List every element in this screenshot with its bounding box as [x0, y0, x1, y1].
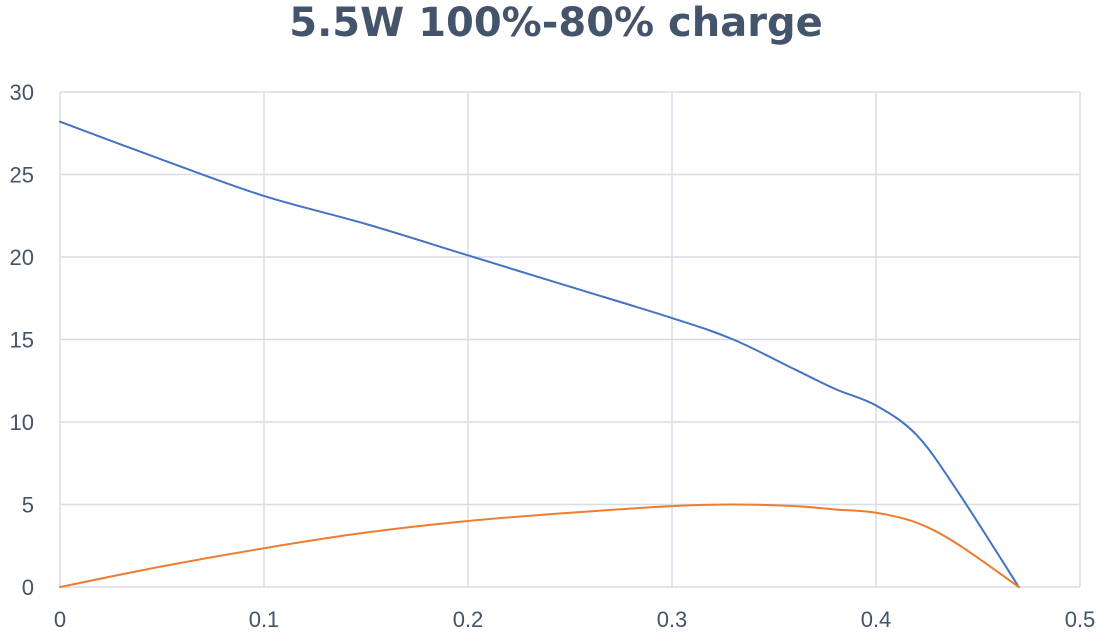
y-tick-label: 5 — [22, 493, 34, 518]
y-tick-label: 0 — [22, 575, 34, 600]
chart-title: 5.5W 100%-80% charge — [289, 0, 823, 46]
x-tick-label: 0.1 — [249, 607, 280, 632]
y-tick-label: 25 — [10, 163, 34, 188]
y-tick-label: 20 — [10, 245, 34, 270]
series — [59, 120, 1020, 588]
x-tick-label: 0.4 — [861, 607, 892, 632]
x-tick-label: 0.3 — [657, 607, 688, 632]
x-tick-label: 0.5 — [1065, 607, 1096, 632]
x-tick-label: 0 — [54, 607, 66, 632]
y-tick-label: 15 — [10, 328, 34, 353]
series-line-2 — [59, 503, 1020, 588]
y-tick-label: 30 — [10, 80, 34, 105]
y-tick-label: 10 — [10, 410, 34, 435]
tick-labels: 0 0.1 0.2 0.3 0.4 0.5 0 5 10 15 20 25 30 — [10, 80, 1096, 632]
series-line-1 — [59, 120, 1020, 588]
grid — [59, 91, 1081, 588]
x-tick-label: 0.2 — [453, 607, 484, 632]
